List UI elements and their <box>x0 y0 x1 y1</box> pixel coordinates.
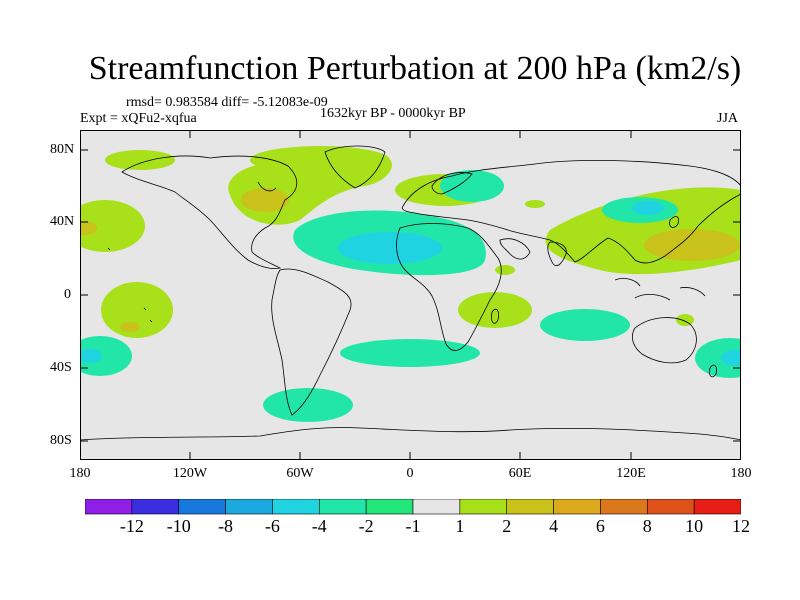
colorbar-label: -8 <box>218 516 234 536</box>
streamfunction-map <box>80 130 741 460</box>
colorbar-label: 8 <box>642 516 652 536</box>
colorbar-label: -4 <box>311 516 327 536</box>
colorbar-swatch-5 <box>318 499 367 515</box>
lon-label-180w: 180 <box>69 466 91 481</box>
lon-label-60w: 60W <box>286 466 314 481</box>
plot-title: Streamfunction Perturbation at 200 hPa (… <box>88 50 742 87</box>
colorbar-swatch-9 <box>506 499 554 515</box>
colorbar-swatch-0 <box>85 499 133 515</box>
experiment-label: Expt = xQFu2-xqfua <box>80 111 197 126</box>
lon-label-180e: 180 <box>730 466 752 481</box>
colorbar-label: 2 <box>502 516 512 536</box>
colorbar-label: -1 <box>405 516 421 536</box>
colorbar-swatch-13 <box>693 499 741 515</box>
colorbar-label: 10 <box>685 516 704 536</box>
colorbar-label: 6 <box>595 516 605 536</box>
colorbar-label: -6 <box>264 516 280 536</box>
lat-label-80n: 80N <box>50 142 75 157</box>
colorbar-label: -2 <box>358 516 374 536</box>
colorbar-label: 4 <box>549 516 559 536</box>
season-label: JJA <box>717 111 739 126</box>
colorbar-label: 12 <box>732 516 750 536</box>
period-label: 1632kyr BP - 0000kyr BP <box>320 106 466 121</box>
map-frame <box>80 130 741 460</box>
lon-label-60e: 60E <box>508 466 532 481</box>
positive-core-fields <box>80 188 740 332</box>
negative-core-fields <box>80 201 741 366</box>
colorbar-label: -12 <box>119 516 144 536</box>
lat-label-40n: 40N <box>50 214 75 229</box>
lon-label-120w: 120W <box>172 466 208 481</box>
axis-ticks <box>80 130 741 460</box>
coastlines <box>80 145 741 441</box>
colorbar-label: 1 <box>455 516 465 536</box>
colorbar-swatch-4 <box>272 499 320 515</box>
colorbar-swatch-6 <box>365 499 414 515</box>
lon-label-0: 0 <box>406 466 414 481</box>
lat-label-40s: 40S <box>50 360 72 375</box>
colorbar-swatch-7 <box>412 499 461 515</box>
negative-anomaly-fields <box>80 170 741 422</box>
colorbar-swatch-8 <box>459 499 508 515</box>
lon-label-120e: 120E <box>616 466 646 481</box>
colorbar-swatch-10 <box>553 499 601 515</box>
colorbar-label: -10 <box>166 516 191 536</box>
colorbar-swatch-12 <box>646 499 695 515</box>
lat-label-0: 0 <box>64 287 71 302</box>
colorbar-swatch-2 <box>178 499 226 515</box>
colorbar-swatch-3 <box>225 499 273 515</box>
colorbar-swatch-11 <box>600 499 648 515</box>
lat-label-80s: 80S <box>50 433 72 448</box>
colorbar <box>85 499 741 515</box>
colorbar-swatch-1 <box>131 499 180 515</box>
stats-text: rmsd= 0.983584 diff= -5.12083e-09 <box>126 95 328 110</box>
